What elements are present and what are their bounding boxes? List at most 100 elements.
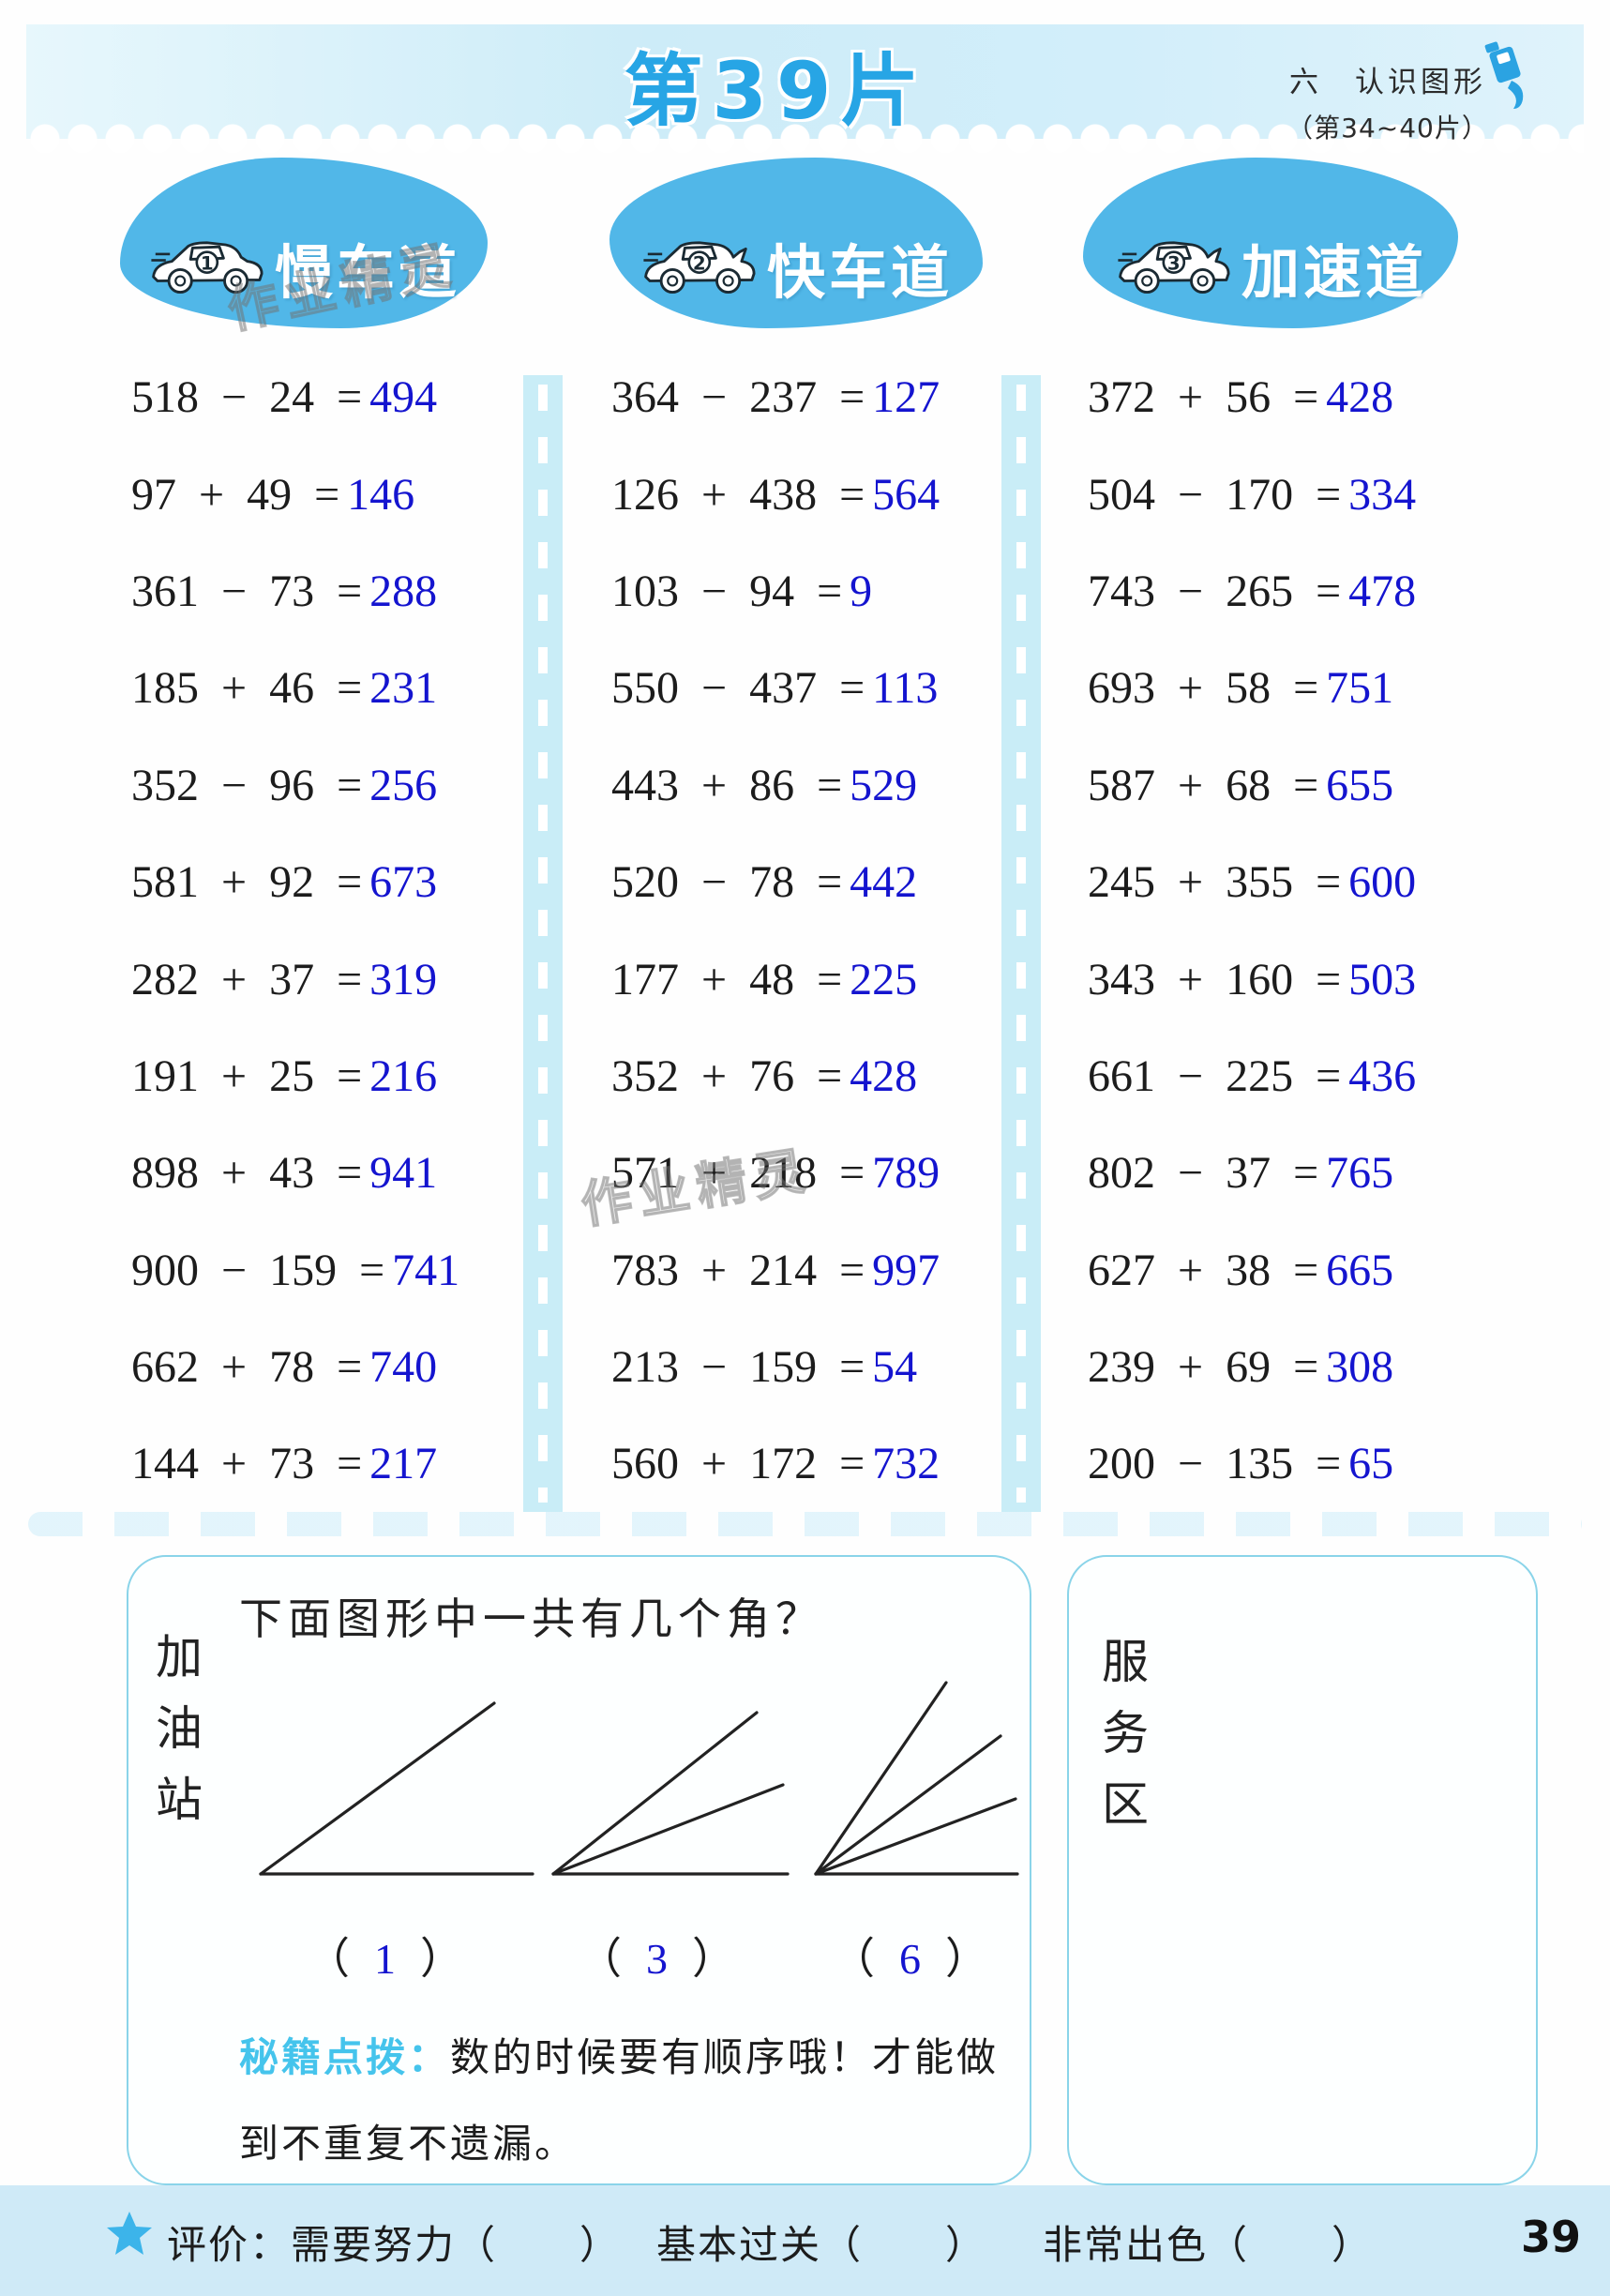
problem-expression: 662 + 78 = bbox=[131, 1342, 363, 1393]
svg-text:3: 3 bbox=[1167, 252, 1181, 274]
problem-expression: 185 + 46 = bbox=[131, 663, 363, 714]
problem-expression: 571 + 218 = bbox=[611, 1148, 865, 1199]
problem-expression: 343 + 160 = bbox=[1088, 954, 1342, 1004]
math-problem: 144 + 73 = 217 bbox=[131, 1415, 534, 1512]
math-problem: 550 − 437 = 113 bbox=[611, 640, 1015, 736]
figure-answer-3: （6） bbox=[832, 1935, 988, 1983]
header-band bbox=[26, 24, 1584, 158]
page-title: 第39片 bbox=[624, 45, 929, 137]
road-divider bbox=[1001, 375, 1041, 1512]
problem-expression: 364 − 237 = bbox=[611, 372, 865, 423]
math-problem: 239 + 69 = 308 bbox=[1088, 1319, 1425, 1415]
problem-answer: 740 bbox=[369, 1342, 438, 1393]
problem-expression: 504 − 170 = bbox=[1088, 469, 1342, 520]
math-problem: 372 + 56 = 428 bbox=[1088, 349, 1425, 446]
math-problem: 627 + 38 = 665 bbox=[1088, 1222, 1425, 1319]
problem-expression: 581 + 92 = bbox=[131, 857, 363, 908]
problem-expression: 352 + 76 = bbox=[611, 1050, 843, 1101]
math-problem: 520 − 78 = 442 bbox=[611, 834, 1015, 930]
problem-answer: 334 bbox=[1348, 469, 1417, 520]
problem-expression: 191 + 25 = bbox=[131, 1050, 363, 1101]
problem-answer: 941 bbox=[369, 1148, 438, 1199]
angle-figure-2 bbox=[551, 1711, 790, 1876]
figure-answers: （1） （3） （6） bbox=[128, 1925, 1030, 1990]
service-area-box: 服务区 bbox=[1067, 1555, 1538, 2185]
math-problem: 581 + 92 = 673 bbox=[131, 834, 534, 930]
problem-expression: 372 + 56 = bbox=[1088, 372, 1319, 423]
math-problem: 213 − 159 = 54 bbox=[611, 1319, 1015, 1415]
problem-expression: 361 − 73 = bbox=[131, 566, 363, 616]
problem-answer: 665 bbox=[1326, 1245, 1394, 1295]
math-problem: 97 + 49 = 146 bbox=[131, 446, 534, 542]
problem-answer: 428 bbox=[1326, 372, 1394, 423]
problem-answer: 789 bbox=[872, 1148, 940, 1199]
problem-answer: 216 bbox=[369, 1050, 438, 1101]
road-divider bbox=[523, 375, 563, 1512]
problem-answer: 655 bbox=[1326, 760, 1394, 810]
problem-answer: 308 bbox=[1326, 1342, 1394, 1393]
problem-expression: 177 + 48 = bbox=[611, 954, 843, 1004]
svg-text:2: 2 bbox=[693, 252, 706, 274]
svg-text:1: 1 bbox=[201, 252, 214, 274]
problem-answer: 732 bbox=[872, 1439, 940, 1489]
problem-expression: 520 − 78 = bbox=[611, 857, 843, 908]
angle-figures bbox=[232, 1658, 1029, 1908]
eval-option-pass: 基本过关（ ） bbox=[656, 2222, 987, 2268]
problem-answer: 494 bbox=[369, 372, 438, 423]
problem-expression: 239 + 69 = bbox=[1088, 1342, 1319, 1393]
lane-header-slow: 1 慢车道 bbox=[120, 158, 488, 328]
problem-expression: 900 − 159 = bbox=[131, 1245, 385, 1295]
math-problem: 352 − 96 = 256 bbox=[131, 737, 534, 834]
problem-answer: 65 bbox=[1348, 1439, 1394, 1489]
math-problem: 571 + 218 = 789 bbox=[611, 1125, 1015, 1221]
math-problem: 282 + 37 = 319 bbox=[131, 930, 534, 1027]
problem-answer: 231 bbox=[369, 663, 438, 714]
unit-range: （第34~40片） bbox=[1286, 113, 1489, 144]
problem-answer: 503 bbox=[1348, 954, 1417, 1004]
problem-expression: 352 − 96 = bbox=[131, 760, 363, 810]
problem-answer: 673 bbox=[369, 857, 438, 908]
problem-answer: 436 bbox=[1348, 1050, 1417, 1101]
problem-answer: 478 bbox=[1348, 566, 1417, 616]
decorative-strip bbox=[28, 1512, 1582, 1536]
footer-band: 评价：需要努力（ ） 基本过关（ ） 非常出色（ ） 39 bbox=[0, 2170, 1610, 2296]
problem-answer: 9 bbox=[850, 566, 873, 616]
question-text: 下面图形中一共有几个角？ bbox=[239, 1594, 824, 1644]
problem-answer: 288 bbox=[369, 566, 438, 616]
problem-answer: 319 bbox=[369, 954, 438, 1004]
gas-station-box: 加油站 下面图形中一共有几个角？ bbox=[127, 1555, 1031, 2185]
problem-answer: 997 bbox=[872, 1245, 940, 1295]
unit-name: 六 认识图形 bbox=[1289, 66, 1486, 99]
lane-header-accel: 3 加速道 bbox=[1083, 158, 1458, 328]
problem-expression: 898 + 43 = bbox=[131, 1148, 363, 1199]
problem-expression: 560 + 172 = bbox=[611, 1439, 865, 1489]
problem-answer: 113 bbox=[872, 663, 939, 714]
problem-expression: 627 + 38 = bbox=[1088, 1245, 1319, 1295]
problem-expression: 97 + 49 = bbox=[131, 469, 340, 520]
math-problem: 352 + 76 = 428 bbox=[611, 1028, 1015, 1125]
lane-label-slow: 慢车道 bbox=[274, 238, 460, 307]
eval-option-effort: 评价：需要努力（ ） bbox=[167, 2222, 622, 2268]
problem-answer: 765 bbox=[1326, 1148, 1394, 1199]
problem-expression: 213 − 159 = bbox=[611, 1342, 865, 1393]
problem-expression: 126 + 438 = bbox=[611, 469, 865, 520]
problem-expression: 282 + 37 = bbox=[131, 954, 363, 1004]
math-problem: 177 + 48 = 225 bbox=[611, 930, 1015, 1027]
race-car-1-icon: 1 bbox=[147, 233, 271, 302]
math-problem: 662 + 78 = 740 bbox=[131, 1319, 534, 1415]
math-problem: 364 − 237 = 127 bbox=[611, 349, 1015, 446]
angle-figure-1 bbox=[259, 1701, 534, 1876]
gas-station-label: 加油站 bbox=[148, 1632, 203, 1846]
race-car-3-icon: 3 bbox=[1114, 233, 1238, 302]
math-problem: 504 − 170 = 334 bbox=[1088, 446, 1425, 542]
problem-expression: 661 − 225 = bbox=[1088, 1050, 1342, 1101]
problem-answer: 217 bbox=[369, 1439, 438, 1489]
problem-column-fast: 364 − 237 = 127 126 + 438 = 564 103 − 94… bbox=[611, 349, 1015, 1513]
problem-column-accel: 372 + 56 = 428 504 − 170 = 334 743 − 265… bbox=[1088, 349, 1425, 1513]
math-problem: 783 + 214 = 997 bbox=[611, 1222, 1015, 1319]
star-icon bbox=[105, 2210, 154, 2262]
math-problem: 900 − 159 = 741 bbox=[131, 1222, 534, 1319]
problem-answer: 225 bbox=[850, 954, 918, 1004]
problem-expression: 802 − 37 = bbox=[1088, 1148, 1319, 1199]
